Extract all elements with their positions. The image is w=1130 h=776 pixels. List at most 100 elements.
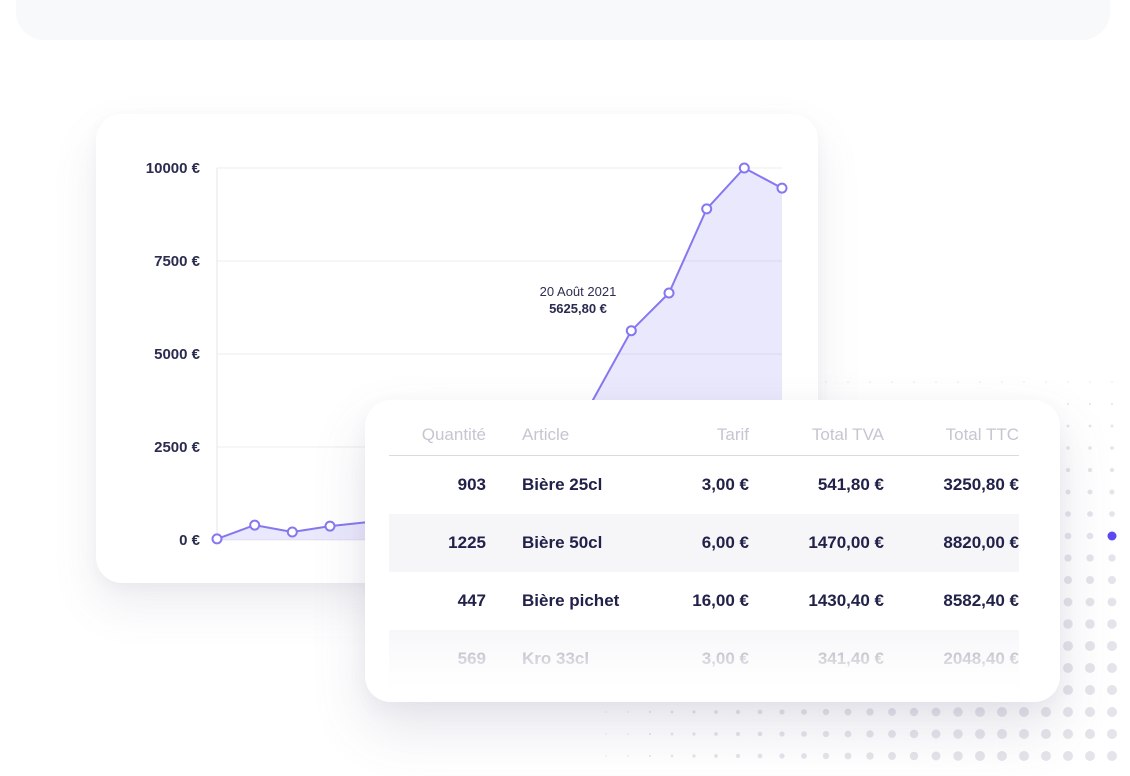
chart-point[interactable] — [625, 325, 637, 337]
chart-point[interactable] — [249, 519, 261, 531]
grid-dot — [779, 731, 785, 737]
chart-point[interactable] — [324, 520, 336, 532]
grid-dot — [975, 729, 985, 739]
grid-dot — [1063, 729, 1073, 739]
grid-dot — [670, 732, 674, 736]
table-header-cell: Total TTC — [945, 425, 1019, 444]
grid-dot — [1063, 751, 1073, 761]
grid-dot — [1001, 381, 1003, 383]
grid-dot — [735, 731, 741, 737]
grid-dot — [1109, 467, 1115, 473]
grid-dot — [1111, 381, 1113, 383]
chart-point[interactable] — [286, 526, 298, 538]
grid-dot — [1107, 685, 1117, 695]
grid-dot — [844, 730, 852, 738]
grid-dot — [1107, 619, 1117, 629]
table-cell: 341,40 € — [817, 649, 884, 668]
grid-dot — [801, 731, 807, 737]
grid-dot — [670, 710, 674, 714]
grid-dot — [1041, 751, 1051, 761]
table-cell: Bière 50cl — [522, 533, 603, 552]
grid-dot — [757, 731, 763, 737]
grid-dot — [1063, 707, 1073, 717]
grid-dot — [953, 729, 963, 739]
chart-point[interactable] — [211, 533, 223, 545]
grid-dot — [1085, 619, 1095, 629]
grid-dot — [888, 708, 896, 716]
grid-dot — [627, 755, 629, 757]
grid-dot — [1067, 381, 1069, 383]
grid-dot — [1064, 532, 1072, 540]
grid-dot — [847, 381, 849, 383]
table-row: 569 Kro 33cl 3,00 € 341,40 € 2048,40 € — [389, 630, 1019, 688]
grid-dot — [1066, 402, 1070, 406]
grid-dot — [1041, 707, 1051, 717]
grid-dot — [648, 732, 652, 736]
grid-dot — [822, 752, 830, 760]
grid-dot — [1085, 707, 1095, 717]
grid-dot — [957, 381, 959, 383]
grid-dot — [931, 751, 941, 761]
grid-dot — [1087, 467, 1093, 473]
grid-dot — [1089, 381, 1091, 383]
grid-dot — [1087, 511, 1093, 517]
y-axis-label: 7500 € — [154, 253, 201, 270]
grid-dot — [844, 752, 852, 760]
grid-dot — [1110, 424, 1114, 428]
chart-tooltip: 20 Août 2021 5625,80 € — [540, 283, 617, 317]
grid-dot — [909, 707, 919, 717]
grid-dot — [757, 753, 763, 759]
grid-dot — [866, 708, 874, 716]
grid-dot — [692, 754, 696, 758]
grid-dot — [714, 732, 718, 736]
chart-point[interactable] — [776, 182, 788, 194]
grid-dot — [1109, 489, 1115, 495]
grid-dot — [1045, 381, 1047, 383]
grid-dot — [844, 708, 852, 716]
grid-dot — [648, 754, 652, 758]
table-header-cell: Article — [522, 425, 570, 444]
table-cell: 2048,40 € — [943, 649, 1019, 668]
table-header-cell: Total TVA — [811, 425, 884, 444]
table-cell: Kro 33cl — [522, 649, 590, 668]
grid-dot — [979, 381, 981, 383]
table-cell: Bière pichet — [522, 591, 620, 610]
grid-dot — [1066, 424, 1070, 428]
grid-dot — [1108, 554, 1116, 562]
table-cell: 569 — [457, 649, 486, 668]
y-axis-label: 5000 € — [154, 346, 201, 363]
grid-dot — [1063, 619, 1073, 629]
chart-point[interactable] — [701, 203, 713, 215]
grid-dot — [997, 729, 1007, 739]
grid-dot — [779, 709, 785, 715]
grid-dot — [1086, 554, 1094, 562]
grid-dot — [1019, 751, 1029, 761]
grid-dot — [801, 709, 807, 715]
grid-dot — [627, 711, 629, 713]
grid-dot — [1064, 576, 1072, 584]
table-cell: 3,00 € — [701, 649, 749, 668]
table-row: 447 Bière pichet 16,00 € 1430,40 € 8582,40 € — [389, 572, 1019, 630]
grid-dot — [1085, 663, 1095, 673]
table-body: 903 Bière 25cl 3,00 € 541,80 € 3250,80 € 1225… — [389, 456, 1019, 688]
tooltip-value: 5625,80 € — [549, 301, 607, 316]
grid-dot — [1110, 402, 1114, 406]
grid-dot — [1086, 532, 1094, 540]
chart-point[interactable] — [738, 162, 750, 174]
grid-dot — [1066, 446, 1070, 450]
grid-dot — [888, 730, 896, 738]
grid-dot — [692, 732, 696, 736]
grid-dot — [779, 753, 785, 759]
grid-dot — [822, 730, 830, 738]
table-cell: 447 — [457, 591, 486, 610]
table-cell: Bière 25cl — [522, 475, 603, 494]
grid-dot — [1110, 446, 1114, 450]
grid-dot — [1109, 511, 1115, 517]
tooltip-date: 20 Août 2021 — [539, 284, 617, 299]
grid-dot — [1107, 729, 1117, 739]
grid-dot — [975, 707, 985, 717]
grid-dot — [1065, 467, 1071, 473]
grid-dot — [866, 752, 874, 760]
table-header-row: Quantité Article Tarif Total TVA Total TTC — [389, 400, 1019, 456]
chart-point[interactable] — [663, 287, 675, 299]
